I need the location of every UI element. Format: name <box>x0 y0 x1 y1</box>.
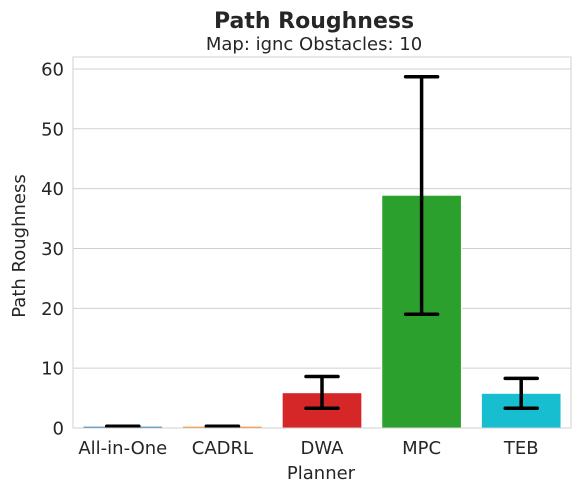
y-axis-label: Path Roughness <box>9 174 30 317</box>
y-tick-label: 40 <box>41 179 64 200</box>
plot-frame <box>72 56 572 429</box>
y-tick-label: 20 <box>41 299 64 320</box>
x-tick-label: All-in-One <box>78 438 167 459</box>
y-tick-label: 10 <box>41 359 64 380</box>
x-axis-label: Planner <box>287 463 356 484</box>
y-tick-label: 50 <box>41 119 64 140</box>
x-tick-label: MPC <box>402 438 441 459</box>
chart-subtitle: Map: ignc Obstacles: 10 <box>206 34 422 55</box>
x-tick-label: DWA <box>301 438 345 459</box>
plot-area: 0 10 20 30 40 50 60 All-in-One CADRL DWA MPC TEB <box>41 56 572 459</box>
y-tick-label: 60 <box>41 59 64 80</box>
x-tick-label: TEB <box>503 438 539 459</box>
chart-title: Path Roughness <box>214 9 414 34</box>
x-tick-label: CADRL <box>192 438 253 459</box>
y-tick-label: 30 <box>41 239 64 260</box>
y-tick-label: 0 <box>53 419 64 440</box>
